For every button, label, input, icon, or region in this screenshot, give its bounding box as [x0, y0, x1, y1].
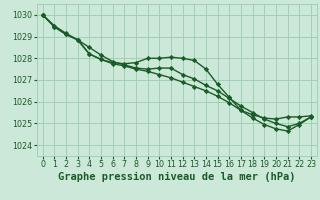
X-axis label: Graphe pression niveau de la mer (hPa): Graphe pression niveau de la mer (hPa): [58, 172, 296, 182]
